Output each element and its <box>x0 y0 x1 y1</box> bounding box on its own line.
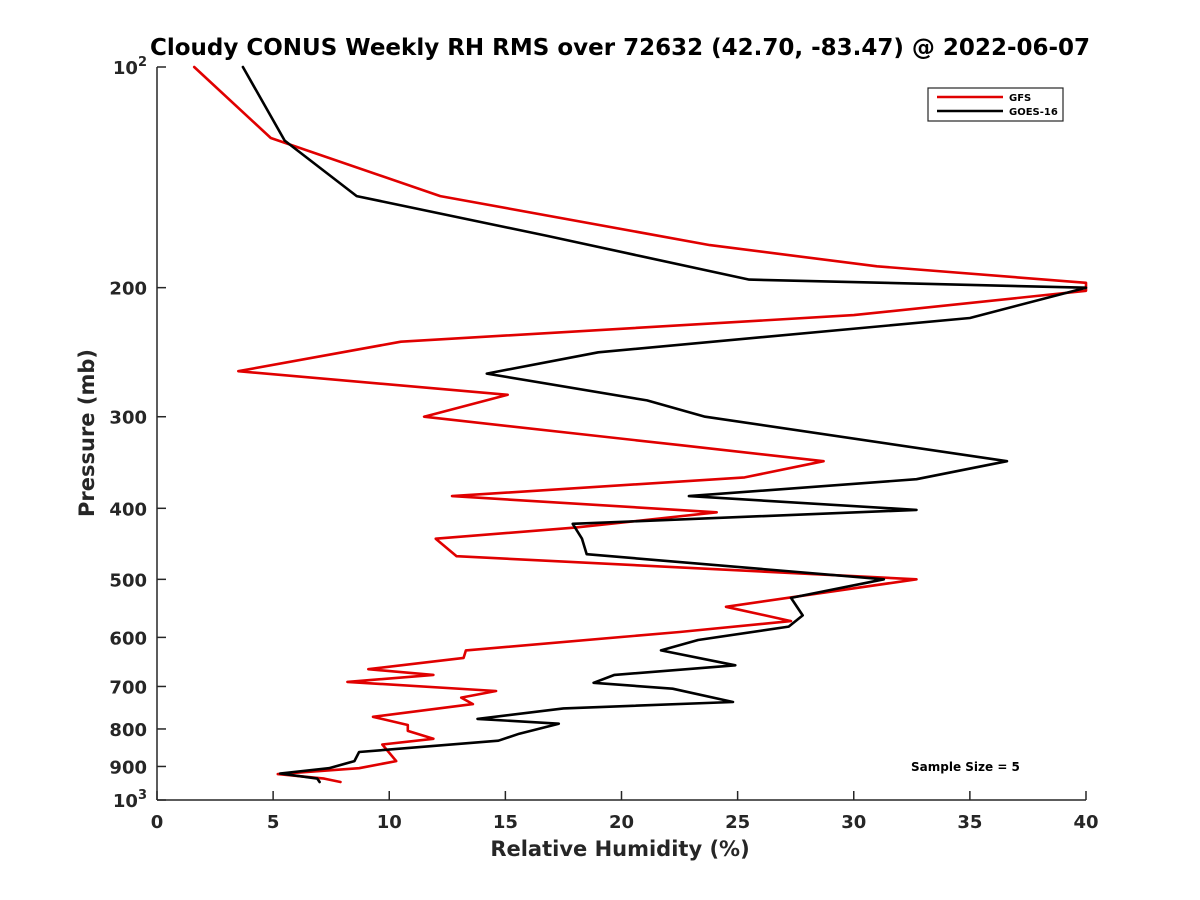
x-tick-label: 40 <box>1073 812 1098 833</box>
plot-background <box>157 67 1086 800</box>
x-axis-label: Relative Humidity (%) <box>490 837 749 861</box>
x-tick-label: 30 <box>841 812 866 833</box>
plot-area: 0 5 10 15 20 25 30 35 40 102 200 300 400 500 600 700 80… <box>109 55 1098 833</box>
legend-label-gfs: GFS <box>1009 93 1031 104</box>
y-tick-label: 300 <box>109 408 147 429</box>
x-axis-ticks: 0 5 10 15 20 25 30 35 40 <box>151 791 1099 833</box>
y-tick-label: 103 <box>113 788 147 812</box>
x-tick-label: 10 <box>377 812 402 833</box>
x-tick-label: 15 <box>493 812 518 833</box>
x-tick-label: 25 <box>725 812 750 833</box>
series-line-goes16 <box>241 65 1088 784</box>
y-tick-label: 800 <box>109 720 147 741</box>
legend: GFS GOES-16 <box>927 87 1064 122</box>
y-axis-label: Pressure (mb) <box>75 349 99 517</box>
y-tick-label: 600 <box>109 628 147 649</box>
y-tick-label: 500 <box>109 570 147 591</box>
x-tick-label: 0 <box>151 812 164 833</box>
chart-title: Cloudy CONUS Weekly RH RMS over 72632 (4… <box>150 35 1090 61</box>
legend-label-goes16: GOES-16 <box>1009 107 1058 118</box>
x-tick-label: 35 <box>957 812 982 833</box>
y-tick-label: 700 <box>109 677 147 698</box>
y-tick-label: 200 <box>109 279 147 300</box>
x-tick-label: 20 <box>609 812 634 833</box>
sample-size-annotation: Sample Size = 5 <box>911 760 1020 774</box>
y-axis-ticks: 102 200 300 400 500 600 700 800 900 103 <box>109 55 166 812</box>
y-tick-label: 900 <box>109 757 147 778</box>
series-layer <box>192 65 1088 784</box>
legend-box <box>927 87 1064 122</box>
y-tick-label: 102 <box>113 55 147 79</box>
y-tick-label: 400 <box>109 499 147 520</box>
x-tick-label: 5 <box>267 812 280 833</box>
